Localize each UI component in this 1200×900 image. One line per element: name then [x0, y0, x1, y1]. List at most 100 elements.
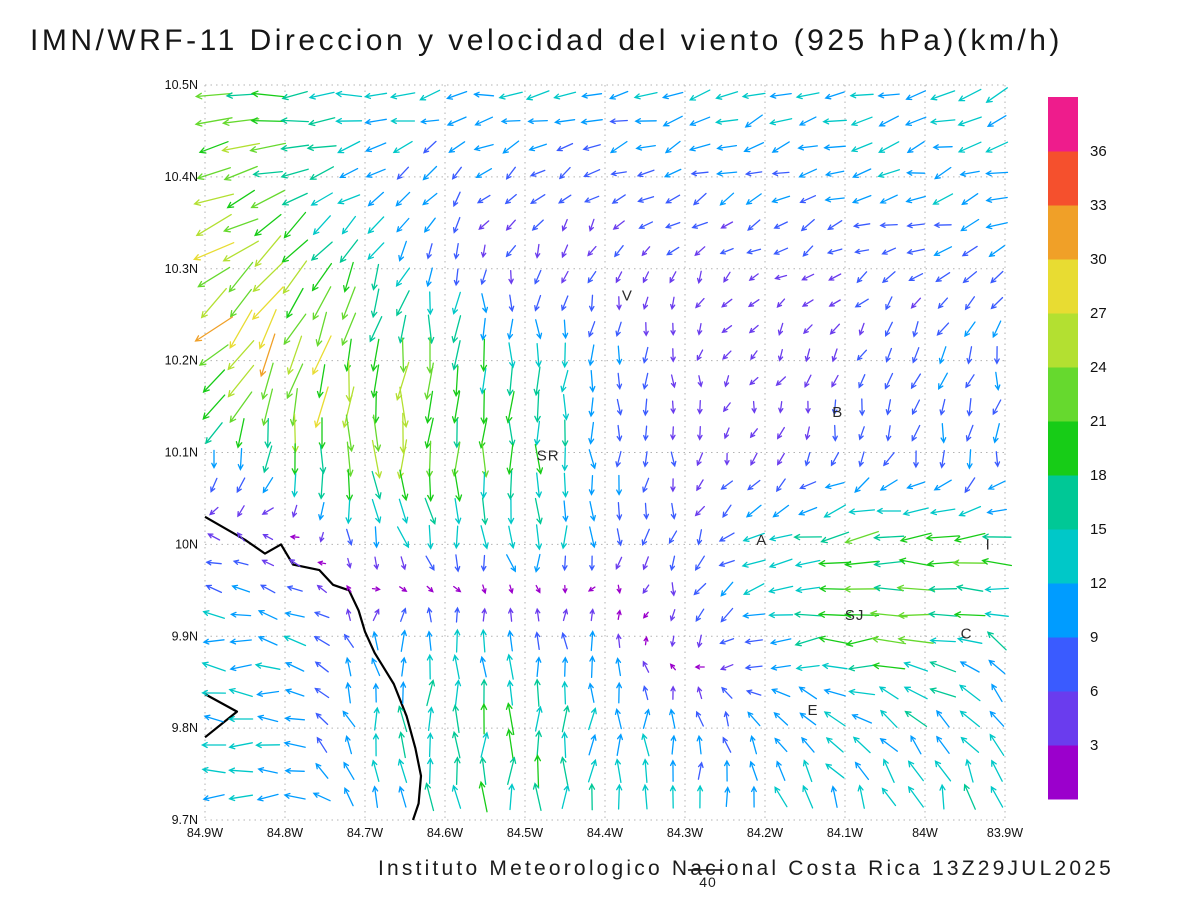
wind-arrow: [222, 240, 259, 262]
wind-arrow: [802, 245, 814, 257]
wind-arrow: [750, 452, 758, 466]
wind-arrow: [926, 560, 959, 568]
wind-arrow: [399, 337, 407, 374]
wind-arrow: [558, 166, 571, 180]
wind-arrow: [480, 554, 487, 572]
wind-arrow: [508, 584, 514, 595]
wind-arrow: [858, 451, 865, 468]
wind-arrow: [642, 271, 650, 284]
wind-arrow: [928, 585, 958, 593]
wind-arrow: [587, 758, 597, 783]
wind-arrow: [962, 271, 978, 284]
colorbar-label: 33: [1090, 197, 1107, 214]
wind-arrow: [832, 424, 838, 442]
wind-arrow: [985, 141, 1009, 153]
wind-arrow: [723, 710, 730, 727]
wind-arrow: [751, 400, 757, 414]
wind-arrow: [984, 586, 1009, 593]
wind-arrow: [670, 635, 676, 648]
wind-arrow: [370, 338, 380, 372]
wind-arrow: [643, 322, 649, 337]
wind-arrow: [424, 417, 434, 449]
wind-arrow: [342, 386, 355, 429]
wind-arrow: [589, 630, 596, 652]
wind-arrow: [616, 633, 622, 649]
wind-arrow: [776, 452, 785, 466]
wind-arrow: [257, 714, 279, 723]
wind-arrow: [535, 584, 541, 594]
wind-arrow: [723, 759, 730, 782]
wind-arrow: [897, 612, 935, 619]
wind-arrow: [750, 785, 757, 808]
wind-arrow: [616, 424, 623, 442]
wind-arrow: [560, 369, 569, 393]
wind-arrow: [317, 560, 327, 566]
wind-arrow: [228, 742, 253, 750]
wind-arrow: [286, 335, 303, 376]
wind-arrow: [697, 375, 703, 388]
wind-arrow: [696, 634, 703, 649]
wind-arrow: [310, 241, 333, 261]
wind-arrow: [930, 90, 956, 101]
wind-arrow: [454, 606, 460, 623]
wind-arrow: [223, 165, 258, 181]
wind-arrow: [507, 756, 517, 785]
wind-arrow: [634, 118, 657, 125]
wind-arrow: [262, 445, 273, 474]
wind-arrow: [373, 556, 380, 571]
wind-arrow: [281, 192, 308, 206]
wind-arrow: [392, 140, 413, 154]
wind-arrow: [205, 559, 222, 566]
wind-arrow: [939, 783, 946, 810]
y-tick-label: 10N: [175, 537, 198, 551]
wind-arrow: [345, 681, 352, 704]
wind-arrow: [661, 91, 684, 100]
wind-arrow: [747, 479, 761, 491]
wind-arrow: [957, 88, 982, 102]
wind-arrow: [280, 144, 310, 152]
wind-arrow: [535, 472, 542, 499]
wind-arrow: [505, 390, 515, 424]
wind-arrow: [799, 195, 817, 204]
wind-arrow: [906, 481, 926, 490]
wind-arrow: [934, 760, 952, 782]
wind-arrow: [828, 299, 841, 307]
wind-arrow: [562, 500, 569, 523]
wind-arrow: [718, 559, 735, 567]
wind-arrow: [851, 713, 873, 724]
wind-arrow: [643, 635, 649, 646]
wind-arrow: [371, 470, 382, 500]
colorbar-label: 3: [1090, 737, 1098, 754]
wind-arrow: [880, 709, 898, 728]
wind-arrow: [984, 611, 1009, 618]
wind-arrow: [697, 399, 703, 415]
wind-arrow: [615, 556, 623, 571]
wind-arrow: [642, 611, 649, 619]
wind-arrow: [425, 555, 435, 572]
wind-arrow: [530, 194, 546, 205]
wind-arrow: [879, 194, 898, 204]
wind-arrow: [316, 736, 328, 753]
wind-arrow: [642, 708, 651, 729]
wind-arrow: [690, 170, 709, 177]
wind-arrow: [283, 313, 307, 345]
wind-arrow: [741, 559, 766, 568]
wind-arrow: [498, 91, 523, 100]
wind-arrow: [694, 555, 705, 572]
wind-arrow: [527, 118, 548, 125]
wind-arrow: [343, 761, 355, 780]
wind-arrow: [307, 117, 336, 127]
wind-arrow: [313, 611, 330, 619]
wind-arrow: [561, 447, 568, 472]
wind-arrow: [937, 297, 949, 309]
wind-arrow: [666, 246, 680, 256]
wind-arrow: [774, 274, 788, 281]
wind-arrow: [257, 609, 278, 620]
wind-arrow: [346, 557, 352, 569]
wind-arrow: [313, 635, 330, 646]
wind-arrow: [480, 338, 488, 373]
wind-arrow: [798, 506, 818, 516]
wind-arrow: [670, 426, 676, 441]
wind-arrow: [202, 369, 226, 394]
wind-arrow: [747, 711, 761, 727]
